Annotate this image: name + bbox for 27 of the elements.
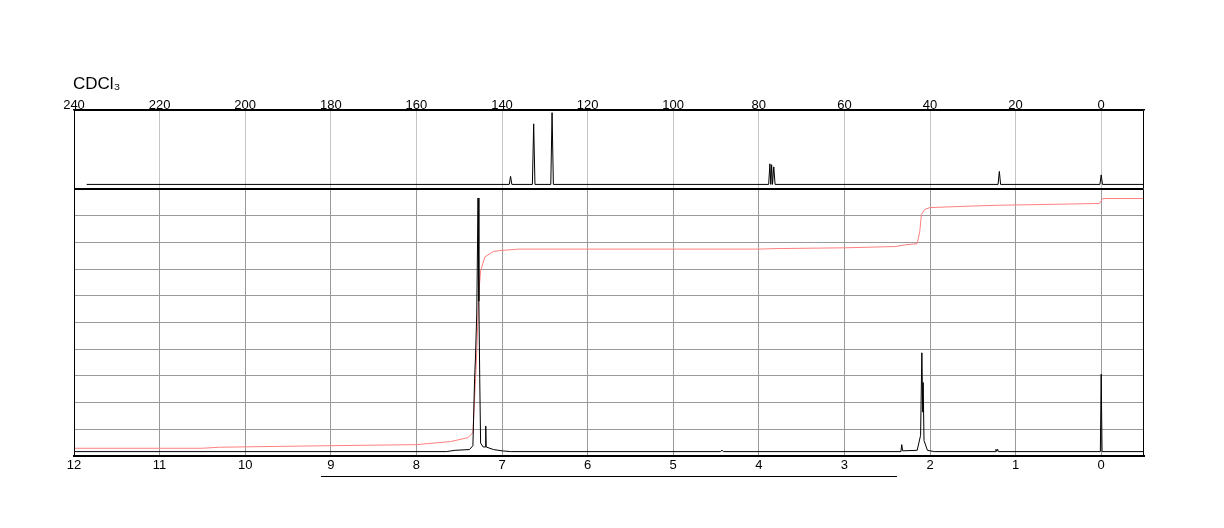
x-tick-label: 5	[669, 457, 677, 473]
x-tick-label: 0	[1097, 457, 1105, 473]
x-tick-label: 180	[319, 96, 342, 112]
x-tick-label: 160	[405, 96, 428, 112]
x-tick-label: 2	[926, 457, 934, 473]
x-tick-label: 240	[63, 96, 85, 112]
x-tick-label: 40	[922, 96, 938, 112]
x-tick-label: 8	[412, 457, 421, 473]
x-tick-label: 100	[662, 96, 685, 112]
chart-title: CDCl₃	[73, 74, 121, 94]
x-tick-label: 20	[1008, 96, 1023, 112]
x-tick-label: 220	[148, 96, 171, 112]
x-tick-label: 60	[837, 96, 852, 112]
x-tick-label: 3	[840, 457, 849, 473]
x-tick-label: 80	[751, 96, 767, 112]
x-tick-label: 10	[237, 457, 253, 473]
x-tick-label: 4	[755, 457, 763, 473]
x-tick-label: 140	[491, 96, 513, 112]
x-tick-label: 6	[583, 457, 592, 473]
x-tick-label: 9	[327, 457, 335, 473]
x-tick-label: 12	[66, 457, 82, 473]
x-tick-label: 1	[1011, 457, 1020, 473]
x-tick-label: 0	[1097, 96, 1105, 112]
x-tick-label: 11	[152, 457, 167, 473]
x-tick-label: 7	[498, 457, 506, 473]
x-tick-label: 200	[234, 96, 257, 112]
x-tick-label: 120	[576, 96, 599, 112]
